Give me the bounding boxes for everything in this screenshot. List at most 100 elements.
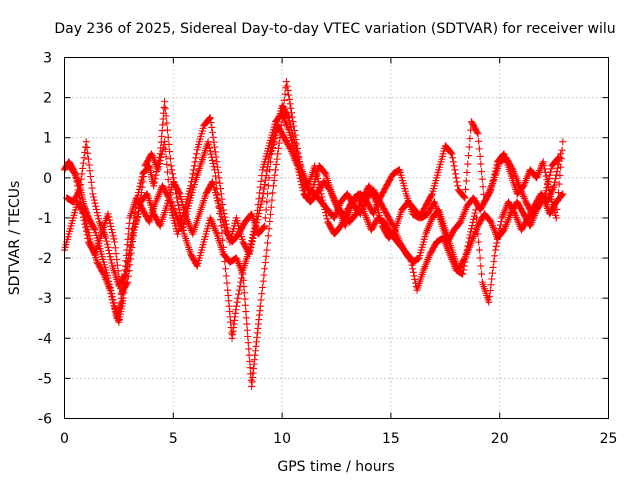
data-point [512, 213, 520, 221]
data-point [160, 141, 168, 149]
data-point [407, 258, 415, 266]
data-point [477, 160, 485, 168]
data-point [491, 252, 499, 260]
data-point [94, 212, 102, 220]
data-point [236, 263, 244, 271]
data-point [290, 136, 298, 144]
data-point [319, 196, 327, 204]
data-point [501, 207, 509, 215]
data-point [259, 194, 267, 202]
data-point [113, 255, 121, 263]
data-point [465, 234, 473, 242]
data-point [330, 195, 338, 203]
data-point [541, 165, 549, 173]
data-point [74, 182, 82, 190]
data-point [457, 216, 465, 224]
data-point [162, 112, 170, 120]
data-point [261, 222, 269, 230]
data-point [232, 254, 240, 262]
y-tick-label: -6 [38, 412, 52, 428]
data-point [491, 227, 499, 235]
data-point [164, 176, 172, 184]
data-point [73, 178, 81, 186]
y-tick-label: -3 [38, 291, 52, 307]
data-point [288, 126, 296, 134]
data-point [209, 160, 217, 168]
data-point [483, 194, 491, 202]
data-point [330, 197, 338, 205]
data-point [505, 213, 513, 221]
data-point [90, 225, 98, 233]
data-point [136, 201, 144, 209]
data-point [488, 181, 496, 189]
data-point [264, 232, 272, 240]
data-point [508, 164, 516, 172]
data-point [264, 190, 272, 198]
data-point [190, 166, 198, 174]
data-point [244, 339, 252, 347]
data-point [462, 177, 470, 185]
data-point [331, 212, 339, 220]
data-point [268, 196, 276, 204]
data-point [179, 223, 187, 231]
data-point [486, 216, 494, 224]
data-point [473, 222, 481, 230]
data-point [261, 181, 269, 189]
data-point [87, 172, 95, 180]
data-point [175, 205, 183, 213]
data-point [554, 197, 562, 205]
data-point [527, 220, 535, 228]
data-point [367, 187, 375, 195]
data-point [74, 186, 82, 194]
data-point [298, 184, 306, 192]
data-point [72, 174, 80, 182]
data-point [161, 105, 169, 113]
data-point [357, 197, 365, 205]
data-point [116, 279, 124, 287]
data-point [474, 130, 482, 138]
data-point [428, 191, 436, 199]
data-point [258, 197, 266, 205]
data-point [391, 227, 399, 235]
data-point [464, 160, 472, 168]
data-point [154, 166, 162, 174]
data-point [289, 132, 297, 140]
data-point [475, 238, 483, 246]
data-point [242, 308, 250, 316]
data-point [239, 270, 247, 278]
data-point [369, 193, 377, 201]
data-point [127, 255, 135, 263]
data-point [459, 211, 467, 219]
data-point [240, 283, 248, 291]
data-point [87, 178, 95, 186]
chart-title: Day 236 of 2025, Sidereal Day-to-day VTE… [54, 21, 615, 37]
data-point [523, 173, 531, 181]
data-point [261, 259, 269, 267]
data-point [450, 261, 458, 269]
data-point [128, 243, 136, 251]
data-point [458, 214, 466, 222]
data-point [205, 141, 213, 149]
data-point [104, 243, 112, 251]
data-point [511, 210, 519, 218]
data-point [332, 210, 340, 218]
data-point [271, 134, 279, 142]
data-point [553, 205, 561, 213]
data-point [264, 182, 272, 190]
data-point [510, 169, 518, 177]
data-point [259, 283, 267, 291]
data-point [207, 150, 215, 158]
data-point [109, 296, 117, 304]
data-point [488, 275, 496, 283]
data-point [321, 169, 329, 177]
data-point [235, 261, 243, 269]
data-point [253, 216, 261, 224]
data-point [121, 271, 129, 279]
data-point [420, 264, 428, 272]
data-point [476, 254, 484, 262]
data-point [208, 123, 216, 131]
data-point [262, 206, 270, 214]
data-point [153, 194, 161, 202]
data-point [86, 167, 94, 175]
data-point [261, 214, 269, 222]
